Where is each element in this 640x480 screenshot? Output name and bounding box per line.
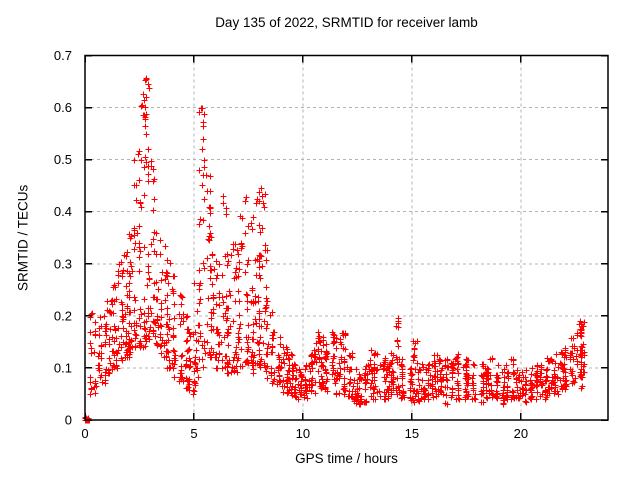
x-tick-label: 15 [405,426,419,441]
y-tick-label: 0.7 [54,48,72,63]
y-tick-label: 0 [65,413,72,428]
y-tick-label: 0.3 [54,256,72,271]
y-tick-label: 0.1 [54,360,72,375]
scatter-points [82,75,588,424]
chart-title: Day 135 of 2022, SRMTID for receiver lam… [215,15,478,30]
x-axis-label: GPS time / hours [295,451,398,466]
y-tick-label: 0.5 [54,152,72,167]
x-tick-label: 20 [514,426,528,441]
x-tick-label: 5 [190,426,197,441]
y-tick-label: 0.2 [54,308,72,323]
plot-border [84,54,609,421]
x-tick-label: 10 [296,426,310,441]
y-tick-label: 0.4 [54,204,72,219]
x-tick-label: 0 [81,426,88,441]
y-tick-label: 0.6 [54,100,72,115]
